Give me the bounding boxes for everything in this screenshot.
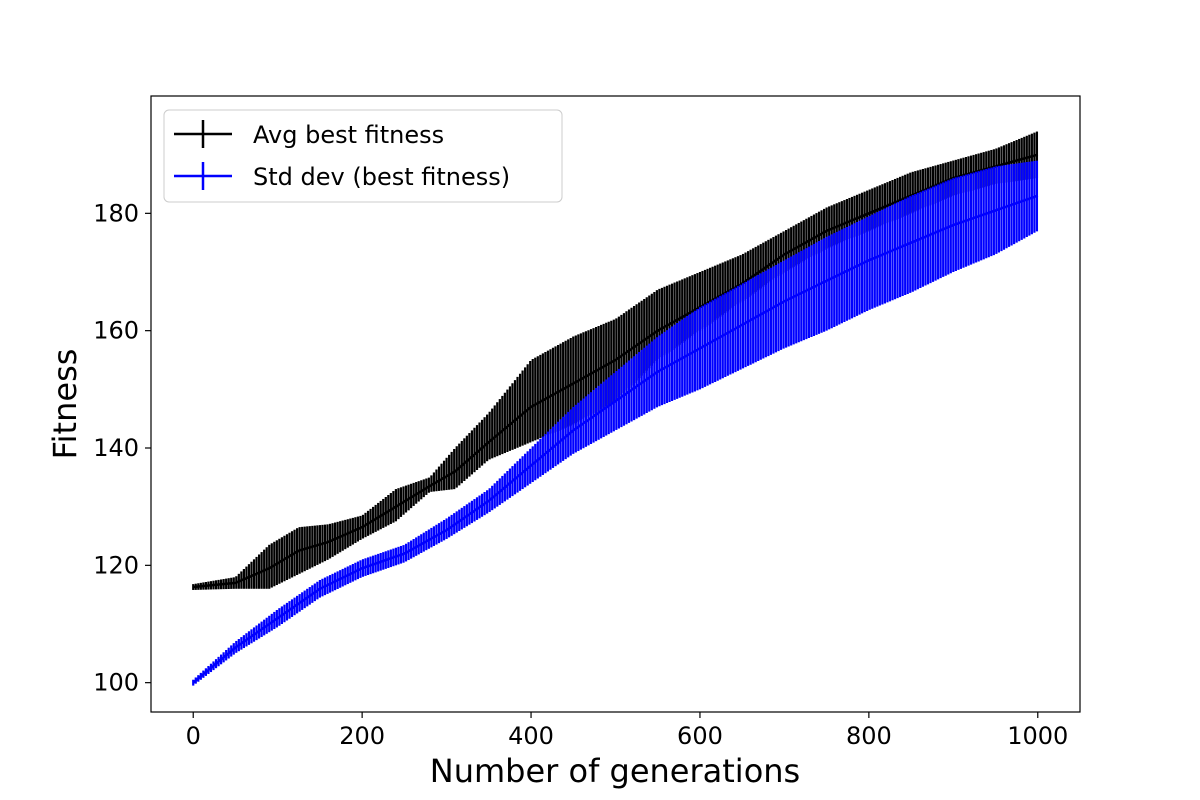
y-axis: 100 120 140 160 180: [93, 199, 151, 697]
y-tick-label: 140: [93, 434, 139, 462]
x-tick-label: 600: [677, 722, 723, 750]
x-axis: 0 200 400 600 800 1000: [186, 712, 1068, 750]
x-tick-label: 0: [186, 722, 201, 750]
axes-frame: [150, 95, 1081, 713]
x-tick-label: 800: [846, 722, 892, 750]
y-tick-label: 180: [93, 199, 139, 227]
legend-label: Std dev (best fitness): [253, 163, 510, 191]
x-tick-label: 400: [508, 722, 554, 750]
legend-box: [163, 109, 563, 203]
legend-label: Avg best fitness: [253, 121, 444, 149]
y-tick-label: 160: [93, 317, 139, 345]
y-tick-label: 100: [93, 669, 139, 697]
plot-area: [192, 131, 1039, 686]
x-tick-label: 1000: [1007, 722, 1068, 750]
series-std-dev-best-fitness: [192, 160, 1039, 686]
y-axis-title: Fitness: [46, 349, 84, 460]
x-axis-title: Number of generations: [430, 752, 800, 790]
y-tick-label: 120: [93, 551, 139, 579]
x-tick-label: 200: [339, 722, 385, 750]
legend: Avg best fitness Std dev (best fitness): [163, 109, 563, 203]
